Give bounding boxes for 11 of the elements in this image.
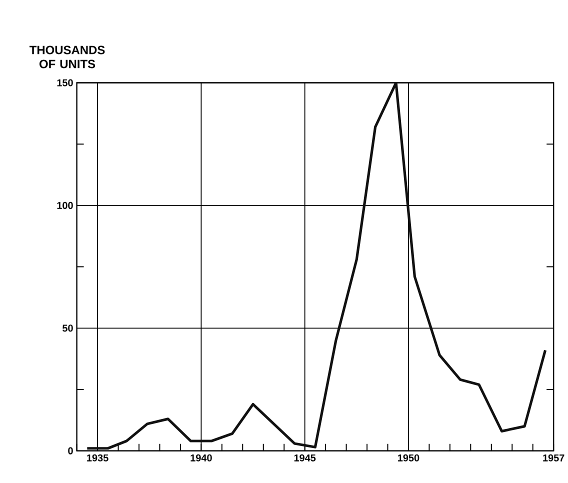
y-tick-label: 150: [57, 79, 73, 86]
x-tick-label: 1940: [190, 454, 212, 462]
y-tick-label: 100: [57, 202, 73, 210]
x-tick-label: 1950: [398, 454, 420, 462]
x-tick-label: 1957: [543, 454, 564, 462]
x-tick-label: 1935: [87, 454, 108, 462]
x-tick-label: 1945: [294, 454, 316, 462]
y-tick-label: 50: [62, 324, 73, 332]
line-series: [86, 82, 547, 450]
y-axis-title: THOUSANDS OF UNITS: [30, 46, 105, 68]
y-tick-label: 0: [68, 447, 73, 454]
